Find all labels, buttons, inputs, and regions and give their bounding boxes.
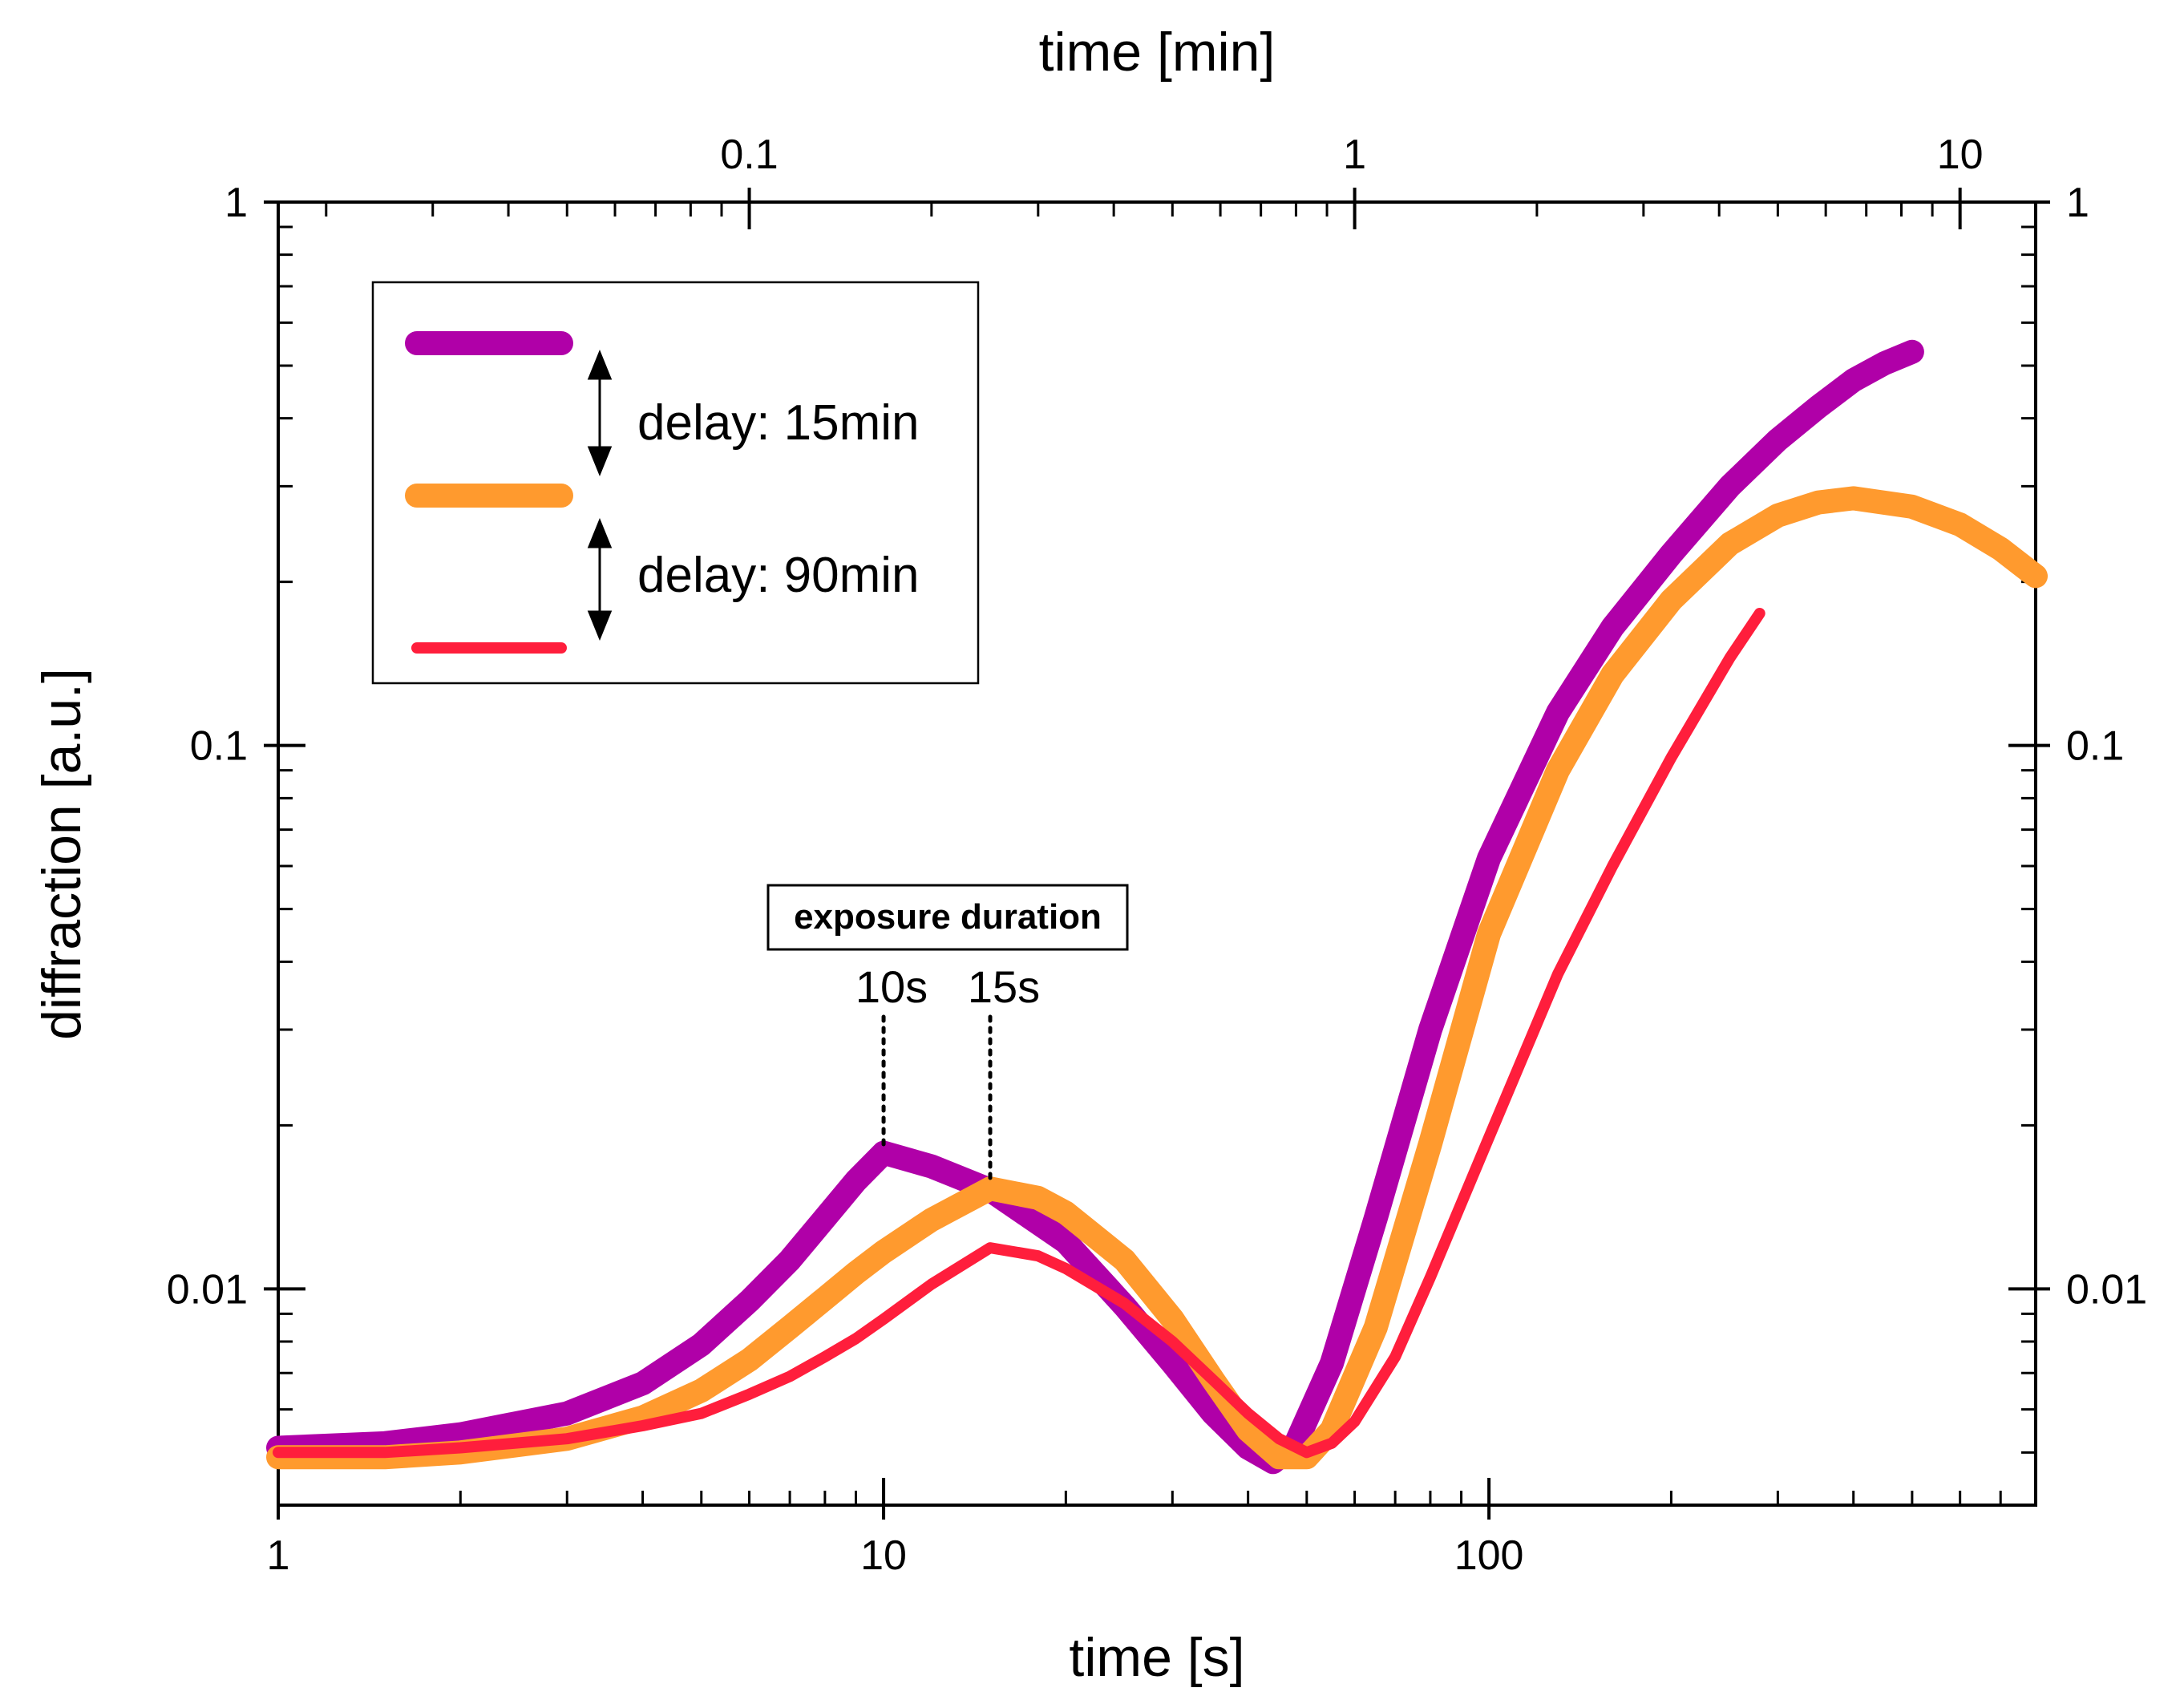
- y-tick-label: 0.01: [167, 1266, 248, 1313]
- x2-axis-title: time [min]: [1039, 22, 1276, 83]
- major-ticks: [264, 188, 2050, 1520]
- exposure-duration-box: [766, 884, 1129, 951]
- x-tick-label: 10: [860, 1532, 907, 1579]
- legend: delay: 15min delay: 90min: [371, 281, 980, 685]
- y2-tick-label: 0.01: [2066, 1266, 2147, 1313]
- y-axis-title: diffraction [a.u.]: [31, 668, 92, 1040]
- exposure-duration-label: exposure duration: [794, 897, 1102, 937]
- y-tick-label: 1: [224, 180, 248, 226]
- series-line-15s-delayed: [273, 608, 1765, 1459]
- x2-tick-label: 1: [1343, 132, 1366, 178]
- x-axis-title: time [s]: [1069, 1627, 1244, 1688]
- exposure-duration-annotation: exposure duration 10s 15s: [766, 884, 1129, 1012]
- y-tick-label: 0.1: [190, 723, 248, 770]
- series-line-10s: [266, 339, 1924, 1475]
- legend-label-delay-90min: delay: 90min: [637, 548, 920, 603]
- marker-label-15s: 15s: [968, 961, 1040, 1012]
- x-tick-label: 1: [267, 1532, 290, 1579]
- y2-tick-label: 0.1: [2066, 723, 2124, 770]
- y2-tick-label: 1: [2066, 180, 2089, 226]
- x2-tick-label: 0.1: [720, 132, 778, 178]
- marker-label-10s: 10s: [855, 961, 928, 1012]
- tick-labels: 1 10 100 0.1 1 10 1 0.1 0.01 1 0.1 0.01: [167, 132, 2147, 1579]
- legend-label-delay-15min: delay: 15min: [637, 395, 920, 451]
- double-arrow-icon: [587, 518, 613, 641]
- plot-series: [266, 339, 2048, 1475]
- double-arrow-icon: [587, 350, 613, 476]
- minor-ticks: [278, 202, 2037, 1507]
- x-tick-label: 100: [1454, 1532, 1524, 1579]
- series-line-15s: [266, 486, 2048, 1470]
- x2-tick-label: 10: [1937, 132, 1984, 178]
- plot-frame: [277, 200, 2037, 1507]
- annotation-lines: [881, 1014, 993, 1183]
